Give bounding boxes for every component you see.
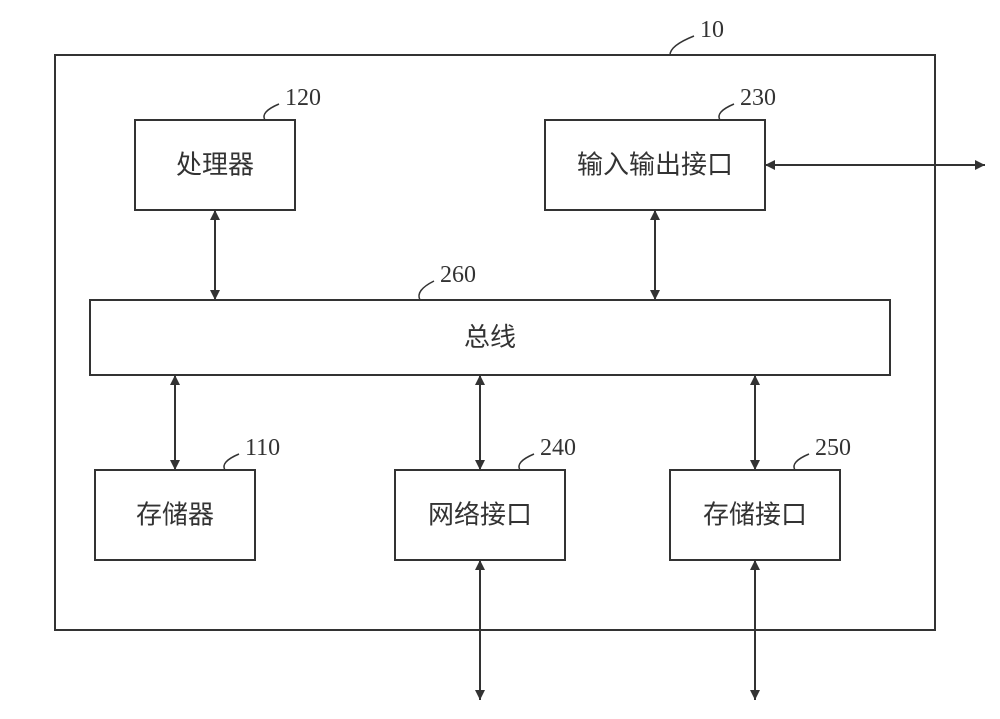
- node-bus-leader: [419, 281, 434, 300]
- node-net-label: 网络接口: [428, 501, 532, 530]
- outer-ref: 10: [700, 17, 724, 43]
- block-diagram: 处理器 输入输出接口总线存储器 网络接口 存储接口 10 120 230 260 110 240…: [0, 0, 1000, 719]
- outer-leader: [670, 36, 694, 55]
- node-storage: 存储接口: [670, 470, 840, 560]
- node-io-leader: [719, 104, 734, 120]
- node-storage-ref: 250: [815, 435, 851, 461]
- node-memory-leader: [224, 454, 239, 470]
- node-bus-label: 总线: [464, 323, 516, 352]
- node-net-leader: [519, 454, 534, 470]
- node-memory: 存储器: [95, 470, 255, 560]
- node-bus-ref: 260: [440, 262, 476, 288]
- node-io-label: 输入输出接口: [577, 151, 733, 180]
- node-memory-ref: 110: [245, 435, 280, 461]
- node-processor-leader: [264, 104, 279, 120]
- node-storage-label: 存储接口: [703, 501, 807, 530]
- node-bus: 总线: [90, 300, 890, 375]
- node-storage-leader: [794, 454, 809, 470]
- node-processor-ref: 120: [285, 85, 321, 111]
- node-memory-label: 存储器: [136, 501, 214, 530]
- node-net-ref: 240: [540, 435, 576, 461]
- node-io-ref: 230: [740, 85, 776, 111]
- node-io: 输入输出接口: [545, 120, 765, 210]
- node-net: 网络接口: [395, 470, 565, 560]
- node-processor: 处理器: [135, 120, 295, 210]
- node-processor-label: 处理器: [176, 151, 254, 180]
